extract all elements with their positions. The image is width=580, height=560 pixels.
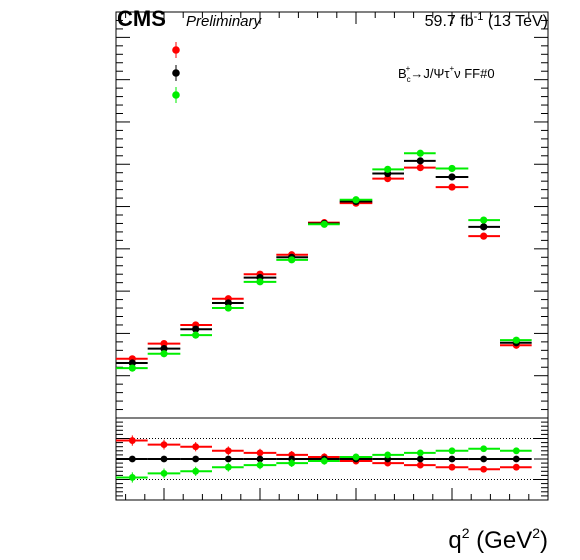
ratio-data-point	[128, 437, 136, 444]
experiment-label: CMS	[117, 6, 166, 31]
x-axis-label: q2 (GeV2)	[448, 525, 548, 554]
main-data-point	[224, 304, 232, 312]
main-data-point	[192, 325, 200, 333]
ratio-data-point	[128, 455, 136, 463]
legend-marker	[172, 91, 180, 99]
decay-annotation-part: +	[449, 64, 454, 73]
main-panel: Bc+→J/Ψτ+ν FF#0	[115, 11, 549, 419]
ratio-data-point	[160, 455, 168, 463]
main-data-point	[256, 278, 264, 286]
x-axis-label-part: 2	[532, 525, 540, 541]
main-data-point	[352, 196, 360, 204]
main-data-point	[512, 336, 520, 344]
ratio-data-point	[256, 461, 264, 469]
main-data-point	[128, 359, 136, 367]
ratio-data-point	[512, 447, 520, 455]
main-data-point	[384, 165, 392, 173]
ratio-panel: q2 (GeV2)	[115, 417, 549, 554]
figure-header: CMS Preliminary 59.7 fb-1 (13 TeV)	[117, 6, 548, 31]
ratio-data-point	[448, 455, 456, 463]
main-data-point	[448, 183, 456, 191]
ratio-data-point	[224, 455, 232, 463]
ratio-data-point	[512, 455, 520, 463]
energy-label: (13 TeV)	[483, 13, 548, 30]
main-data-point	[160, 339, 168, 348]
ratio-data-point	[448, 463, 456, 471]
main-data-point	[160, 345, 168, 353]
ratio-data-point	[480, 465, 488, 473]
decay-annotation-part: B	[398, 66, 407, 81]
legend-marker	[172, 69, 180, 77]
ratio-data-point	[352, 453, 360, 461]
ratio-data-point	[416, 455, 424, 463]
ratio-data-point	[192, 443, 200, 451]
ratio-data-point	[192, 467, 200, 475]
main-data-point	[416, 164, 424, 172]
main-data-point	[224, 299, 232, 307]
x-axis-label-part: 2	[462, 525, 470, 541]
ratio-data-point	[160, 469, 168, 477]
lumi-unit-exponent: -1	[474, 11, 484, 23]
x-axis-label-part: q	[448, 527, 461, 554]
ratio-data-point	[320, 457, 328, 465]
main-data-point	[320, 220, 328, 228]
lumi-value: 59.7 fb	[425, 13, 474, 30]
main-data-point	[416, 157, 424, 165]
ratio-data-point	[512, 463, 520, 471]
decay-annotation-part: +	[406, 64, 411, 73]
main-data-point	[288, 256, 296, 264]
x-axis-label-part: )	[540, 527, 548, 554]
main-data-point	[480, 223, 488, 231]
main-data-point	[192, 331, 200, 339]
decay-annotation-part: c	[407, 75, 411, 84]
decay-annotation-part: →J/Ψτ	[410, 66, 450, 81]
legend-marker	[172, 46, 180, 54]
x-axis-label-part: (GeV	[470, 527, 533, 554]
ratio-data-point	[224, 463, 232, 471]
ratio-data-point	[480, 445, 488, 453]
ratio-data-point	[288, 459, 296, 467]
ratio-data-point	[480, 455, 488, 463]
ratio-data-point	[256, 449, 264, 457]
ratio-data-point	[160, 441, 168, 449]
ratio-data-point	[416, 449, 424, 457]
lumi-label: 59.7 fb-1 (13 TeV)	[425, 11, 548, 30]
ratio-data-point	[224, 447, 232, 455]
ratio-data-point	[448, 447, 456, 455]
main-data-point	[480, 232, 488, 240]
decay-annotation-part: ν FF#0	[454, 66, 494, 81]
main-data-point	[448, 164, 456, 173]
main-data-point	[128, 364, 136, 372]
ratio-data-point	[192, 455, 200, 463]
ratio-data-point	[128, 474, 136, 481]
main-data-point	[480, 216, 488, 224]
ratio-data-point	[384, 451, 392, 459]
main-data-point	[160, 350, 168, 358]
ratio-data-point	[416, 461, 424, 469]
main-data-point	[448, 173, 456, 181]
ratio-data-point	[256, 455, 264, 463]
main-data-point	[416, 149, 424, 157]
status-label: Preliminary	[186, 13, 263, 30]
main-data-point	[384, 175, 392, 183]
decay-annotation: Bc+→J/Ψτ+ν FF#0	[398, 64, 495, 84]
